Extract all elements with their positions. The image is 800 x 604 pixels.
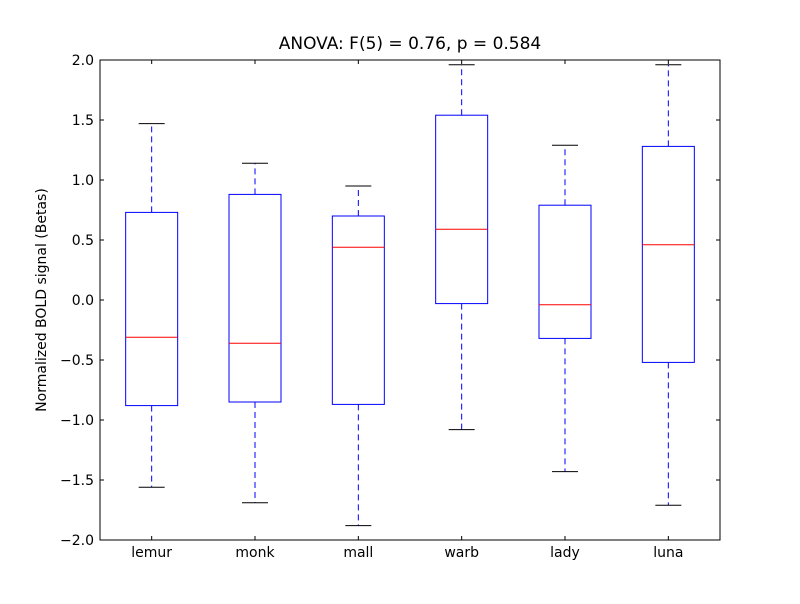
x-tick-label: luna bbox=[653, 545, 683, 561]
y-tick-label: −1.0 bbox=[60, 413, 94, 429]
x-tick-label: warb bbox=[444, 545, 479, 561]
x-tick-label: monk bbox=[235, 545, 275, 561]
box-luna bbox=[641, 145, 695, 363]
y-axis-label: Normalized BOLD signal (Betas) bbox=[34, 188, 50, 412]
x-tick-label: mall bbox=[343, 545, 373, 561]
y-tick-label: −2.0 bbox=[60, 533, 94, 549]
box-mall bbox=[331, 215, 385, 405]
box-monk bbox=[228, 193, 282, 403]
plot-frame bbox=[99, 59, 721, 541]
x-tick-label: lemur bbox=[131, 545, 172, 561]
y-tick-label: −1.5 bbox=[60, 473, 94, 489]
y-tick-label: −0.5 bbox=[60, 353, 94, 369]
y-tick-label: 2.0 bbox=[72, 53, 94, 69]
box-lady bbox=[538, 204, 592, 339]
box-warb bbox=[435, 114, 489, 305]
y-tick-label: 1.5 bbox=[72, 113, 94, 129]
y-tick-label: 0.5 bbox=[72, 233, 94, 249]
y-tick-label: 1.0 bbox=[72, 173, 94, 189]
y-tick-label: 0.0 bbox=[72, 293, 94, 309]
box-lemur bbox=[125, 211, 179, 407]
x-tick-label: lady bbox=[550, 545, 580, 561]
chart-title: ANOVA: F(5) = 0.76, p = 0.584 bbox=[279, 34, 542, 54]
